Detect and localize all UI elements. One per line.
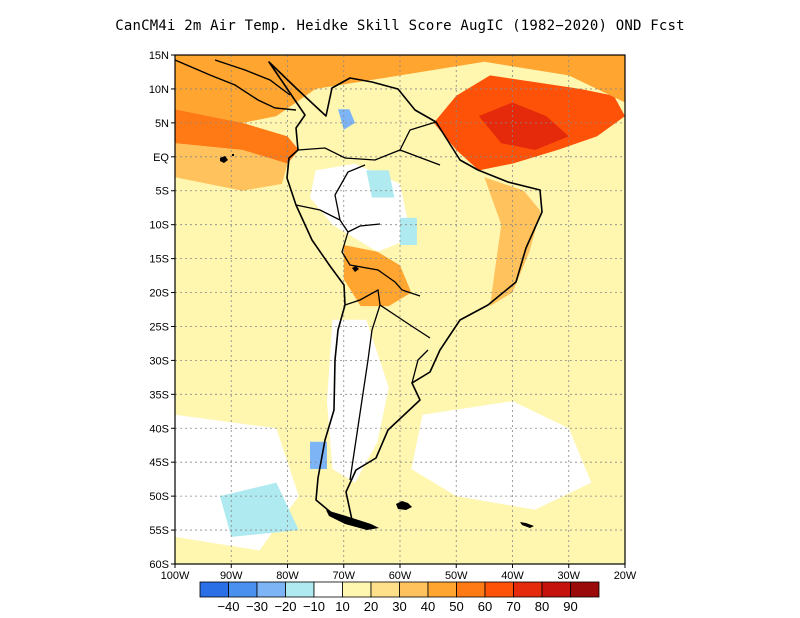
colorbar: −40 −30 −20 −10 10 20 30 40 50 60 70 80 90 — [199, 581, 600, 614]
colorbar-swatch — [456, 581, 486, 598]
lake-titicaca — [352, 266, 359, 272]
colorbar-swatch — [199, 581, 229, 598]
region-tropical-atlantic-core — [478, 102, 569, 150]
colorbar-label: 50 — [449, 599, 463, 614]
colorbar-swatch — [370, 581, 400, 598]
lat-tick-label: 50S — [149, 491, 169, 503]
lon-tick-label: 20W — [614, 570, 637, 582]
lat-tick-label: 10N — [149, 84, 169, 96]
lat-tick-label: 20S — [149, 288, 169, 300]
negative-patch-brazil — [400, 217, 417, 245]
lon-tick-label: 90W — [220, 570, 243, 582]
lat-tick-label: 15S — [149, 254, 169, 266]
region-altiplano — [343, 245, 412, 307]
colorbar-swatch — [484, 581, 514, 598]
lat-tick-label: 35S — [149, 389, 169, 401]
south-america-coastline — [268, 61, 543, 529]
colorbar-label: −20 — [274, 599, 296, 614]
lon-tick-label: 80W — [276, 570, 299, 582]
colorbar-swatch — [228, 581, 258, 598]
plot-title: CanCM4i 2m Air Temp. Heidke Skill Score … — [115, 18, 685, 34]
lat-tick-label: 15N — [149, 50, 169, 62]
colorbar-label: 90 — [563, 599, 577, 614]
negative-patch-pacific — [220, 482, 299, 537]
lat-tick-label: 5N — [155, 118, 169, 130]
colorbar-swatch — [541, 581, 571, 598]
colorbar-swatch — [427, 581, 457, 598]
coastlines-and-borders — [175, 59, 543, 530]
colorbar-swatch — [570, 581, 600, 598]
country-borders — [295, 121, 441, 481]
lat-tick-label: 5S — [156, 186, 169, 198]
lon-tick-label: 30W — [557, 570, 580, 582]
south-georgia — [520, 522, 534, 528]
colorbar-label: −40 — [217, 599, 239, 614]
lon-tick-label: 70W — [332, 570, 355, 582]
colorbar-label: 60 — [478, 599, 492, 614]
lat-tick-label: 45S — [149, 457, 169, 469]
lat-tick-label: 10S — [149, 220, 169, 232]
lon-tick-label: 40W — [501, 570, 524, 582]
lat-tick-label: 25S — [149, 321, 169, 333]
grid-lines — [175, 55, 625, 564]
colorbar-label: 40 — [421, 599, 435, 614]
colorbar-swatch — [313, 581, 343, 598]
lon-tick-label: 100W — [161, 570, 190, 582]
colorbar-label: 70 — [506, 599, 520, 614]
skill-score-field — [175, 55, 625, 564]
lat-tick-label: 30S — [149, 355, 169, 367]
colorbar-label: 10 — [335, 599, 349, 614]
tierra-del-fuego — [326, 510, 379, 530]
colorbar-swatch — [285, 581, 315, 598]
colorbar-swatch — [513, 581, 543, 598]
lat-tick-label: EQ — [153, 152, 169, 164]
colorbar-swatch — [342, 581, 372, 598]
andes-low-skill — [326, 319, 389, 483]
colorbar-swatch — [399, 581, 429, 598]
falklands — [396, 501, 412, 510]
lon-tick-label: 50W — [445, 570, 468, 582]
lat-tick-label: 60S — [149, 559, 169, 571]
lat-tick-label: 40S — [149, 423, 169, 435]
negative-patch-colombia — [338, 109, 355, 130]
central-america-coastline — [175, 59, 297, 111]
colorbar-label: 80 — [535, 599, 549, 614]
galapagos — [220, 154, 234, 163]
colorbar-label: 30 — [392, 599, 406, 614]
colorbar-label: −30 — [246, 599, 268, 614]
colorbar-swatch — [256, 581, 286, 598]
lat-tick-label: 55S — [149, 525, 169, 537]
axis-ticks: 15N 10N 5N EQ 5S 10S 15S 20S 25S 30S 35S 40S 45S 50S 5… — [149, 50, 637, 582]
lon-tick-label: 60W — [389, 570, 412, 582]
negative-patch-amazon — [366, 170, 395, 198]
colorbar-label: −10 — [303, 599, 325, 614]
colorbar-label: 20 — [364, 599, 378, 614]
